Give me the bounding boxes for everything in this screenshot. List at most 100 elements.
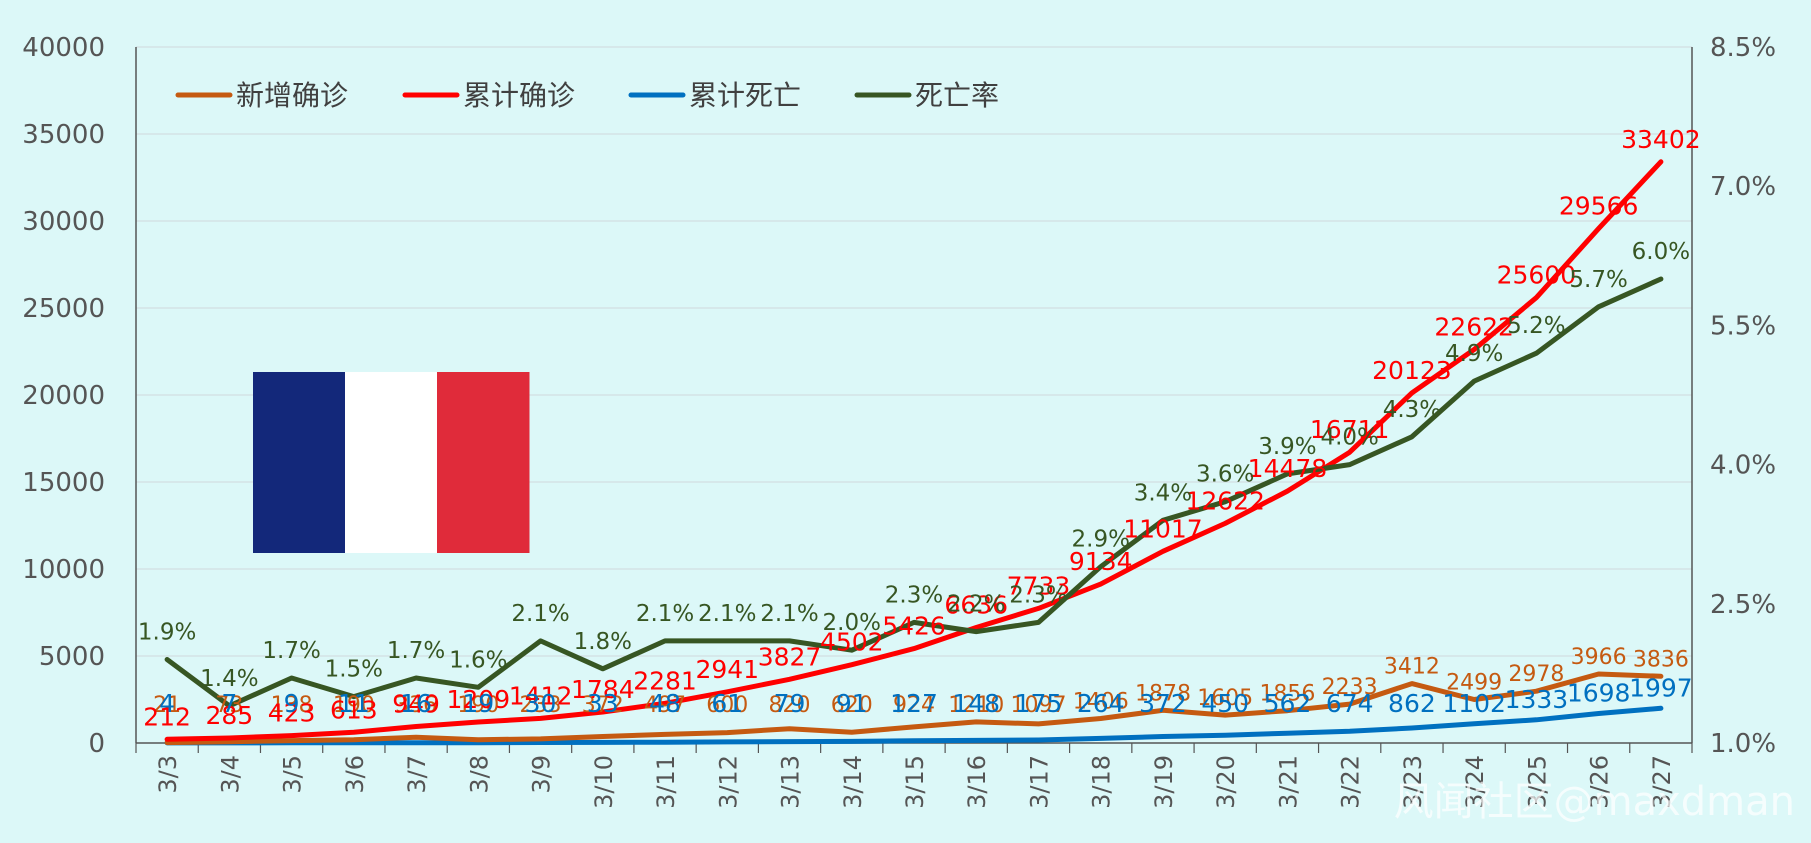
- data-label: 613: [330, 695, 378, 724]
- data-label: 25600: [1497, 261, 1577, 290]
- data-label: 3.4%: [1134, 480, 1192, 506]
- data-label: 33: [587, 689, 619, 718]
- data-label: 1.5%: [325, 657, 383, 683]
- axes: 0 5000 10000 15000 20000 25000 30000 35000 40000…: [22, 33, 1776, 809]
- left-tick-label: 0: [88, 729, 105, 759]
- data-label: 264: [1077, 689, 1125, 718]
- data-label: 138: [271, 693, 313, 718]
- data-label: 450: [1201, 689, 1249, 718]
- flag-stripe: [345, 372, 438, 553]
- left-tick-label: 20000: [22, 381, 105, 411]
- x-tick-label: 3/6: [341, 755, 369, 794]
- x-tick-label: 3/23: [1399, 755, 1427, 809]
- data-label: 4.3%: [1383, 397, 1441, 423]
- data-label: 190: [457, 693, 499, 718]
- x-tick-label: 3/4: [216, 755, 244, 794]
- x-tick-label: 3/7: [403, 755, 431, 794]
- legend-label: 新增确诊: [236, 79, 348, 112]
- data-label: 6636: [944, 591, 1008, 620]
- data-label: 11: [338, 689, 370, 718]
- data-label: 48: [649, 689, 681, 718]
- data-label: 2.9%: [1072, 527, 1130, 553]
- data-label: 285: [206, 701, 254, 730]
- x-tick-label: 3/19: [1150, 755, 1178, 809]
- x-tick-label: 3/22: [1337, 755, 1365, 809]
- data-label: 5.2%: [1507, 313, 1565, 339]
- right-tick-label: 7.0%: [1710, 172, 1776, 202]
- x-tick-label: 3/15: [901, 755, 929, 809]
- data-label: 29566: [1559, 192, 1639, 221]
- france-flag-icon: [253, 372, 530, 553]
- data-label: 1.6%: [449, 647, 507, 673]
- data-label: 2281: [633, 666, 697, 695]
- flag-stripe: [437, 372, 530, 553]
- data-label: 2.3%: [1009, 582, 1067, 608]
- data-label: 1210: [948, 693, 1004, 718]
- data-label: 1.7%: [387, 638, 445, 664]
- data-label: 3412: [1384, 655, 1440, 680]
- x-tick-label: 3/11: [652, 755, 680, 809]
- data-label: 20123: [1372, 356, 1452, 385]
- data-label: 372: [1139, 689, 1187, 718]
- data-label: 61: [711, 689, 743, 718]
- x-tick-label: 3/12: [714, 755, 742, 809]
- data-label: 127: [890, 689, 938, 718]
- data-label: 233: [520, 693, 562, 718]
- x-tick-label: 3/18: [1088, 755, 1116, 809]
- data-label: 497: [644, 693, 686, 718]
- data-label: 1209: [447, 685, 511, 714]
- data-label: 2.1%: [760, 601, 818, 627]
- x-tick-label: 3/26: [1586, 755, 1614, 809]
- data-label: 1.4%: [200, 666, 258, 692]
- data-label: 2499: [1446, 671, 1502, 696]
- x-tick-label: 3/5: [279, 755, 307, 794]
- data-label: 4.0%: [1320, 425, 1378, 451]
- data-label: 3827: [758, 642, 822, 671]
- x-tick-label: 3/20: [1212, 755, 1240, 809]
- data-label: 7: [221, 689, 237, 718]
- data-label: 4: [159, 689, 175, 718]
- left-tick-label: 25000: [22, 294, 105, 324]
- data-label: 949: [392, 689, 440, 718]
- data-label: 30: [525, 689, 557, 718]
- data-label: 1412: [509, 681, 573, 710]
- x-tick-label: 3/10: [590, 755, 618, 809]
- right-tick-label: 4.0%: [1710, 451, 1776, 481]
- data-label: 1698: [1567, 678, 1631, 707]
- data-label: 11017: [1123, 514, 1203, 543]
- data-label: 2.0%: [823, 610, 881, 636]
- data-label: 22622: [1434, 312, 1514, 341]
- data-label: 3.9%: [1258, 434, 1316, 460]
- data-label: 7733: [1007, 571, 1071, 600]
- series-line-2: [164, 705, 1664, 746]
- data-label: 862: [1388, 689, 1436, 718]
- data-label: 16: [400, 689, 432, 718]
- data-label: 175: [1015, 689, 1063, 718]
- data-label: 190: [333, 693, 375, 718]
- right-tick-label: 2.5%: [1710, 590, 1776, 620]
- x-tick-label: 3/8: [465, 755, 493, 794]
- data-label: 73: [215, 693, 243, 718]
- data-label: 2.1%: [636, 601, 694, 627]
- data-label: 16711: [1310, 415, 1390, 444]
- x-tick-label: 3/13: [777, 755, 805, 809]
- data-label: 820: [769, 693, 811, 718]
- watermark: 风闻社区@maxdman: [1394, 779, 1795, 825]
- data-label: 1784: [571, 675, 635, 704]
- data-label: 2.1%: [511, 601, 569, 627]
- legend-label: 累计死亡: [689, 79, 801, 112]
- legend-label: 死亡率: [915, 79, 999, 112]
- data-label: 1997: [1629, 673, 1693, 702]
- data-label: 6.0%: [1632, 239, 1690, 265]
- data-label: 1.7%: [262, 638, 320, 664]
- data-label: 5.7%: [1569, 267, 1627, 293]
- data-label: 5426: [882, 612, 946, 641]
- x-tick-label: 3/25: [1523, 755, 1551, 809]
- data-label: 2.3%: [885, 582, 943, 608]
- left-tick-label: 30000: [22, 207, 105, 237]
- data-label: 1097: [1010, 693, 1066, 718]
- data-label: 372: [582, 693, 624, 718]
- left-tick-label: 15000: [22, 468, 105, 498]
- x-tick-label: 3/16: [963, 755, 991, 809]
- left-tick-label: 40000: [22, 33, 105, 63]
